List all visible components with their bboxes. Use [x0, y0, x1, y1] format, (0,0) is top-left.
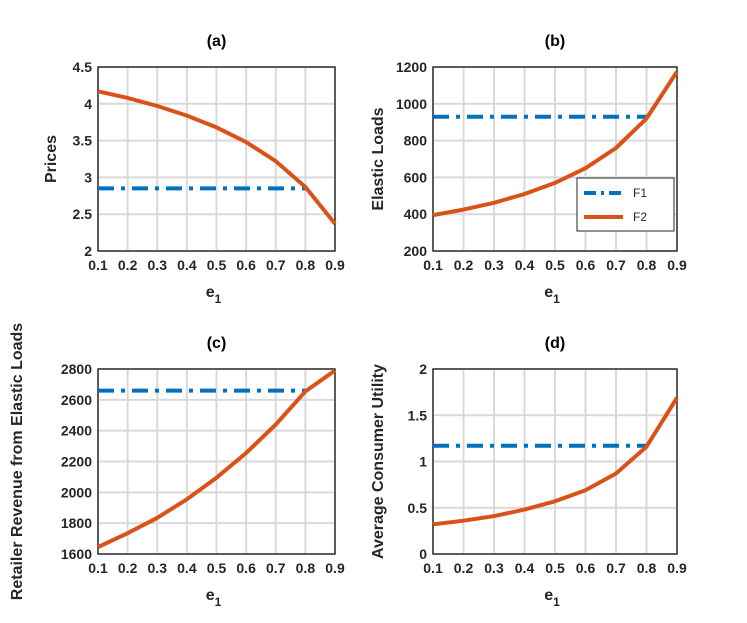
x-tick-label: 0.3 [484, 560, 504, 576]
x-tick-label: 0.1 [88, 560, 108, 576]
x-tick-label: 0.5 [207, 560, 227, 576]
x-tick-label: 0.8 [637, 257, 657, 273]
panel-title: (c) [207, 335, 227, 352]
y-axis-label: Retailer Revenue from Elastic Loads [9, 323, 26, 601]
plot-frame [432, 66, 678, 252]
y-tick-label: 1 [419, 454, 427, 470]
x-tick-label: 0.1 [423, 560, 443, 576]
y-tick-label: 800 [404, 133, 428, 149]
series-f2-line [432, 396, 679, 527]
y-tick-label: 2 [419, 361, 427, 377]
x-tick-label: 0.4 [515, 560, 535, 576]
plot-frame [97, 66, 336, 252]
y-axis-label: Average Consumer Utility [370, 364, 387, 559]
x-tick-label: 0.9 [667, 257, 687, 273]
panel-title: (b) [545, 33, 565, 50]
x-tick-label: 0.2 [454, 257, 474, 273]
x-axis-label: e1 [544, 284, 560, 306]
legend: F1 F2 [576, 177, 675, 232]
legend-label-f1: F1 [633, 186, 647, 200]
y-tick-label: 2000 [61, 484, 92, 500]
x-tick-label: 0.4 [515, 257, 535, 273]
y-axis-label: Prices [43, 135, 60, 183]
x-tick-label: 0.7 [606, 560, 626, 576]
y-tick-label: 200 [404, 243, 428, 259]
y-tick-label: 2600 [61, 392, 92, 408]
legend-label-f2: F2 [633, 210, 647, 224]
y-tick-label: 3 [84, 169, 92, 185]
y-tick-label: 1.5 [408, 407, 428, 423]
x-tick-label: 0.6 [236, 560, 256, 576]
y-tick-label: 4.5 [73, 59, 93, 75]
x-axis-label: e1 [544, 587, 560, 609]
y-tick-label: 0 [419, 546, 427, 562]
panel-c: (c) 0.1 0.2 0.3 0.4 0.5 0.6 0.7 0.8 0.9 1600 1800 20… [9, 323, 345, 609]
series-f2-line [432, 70, 679, 218]
panel-a: (a) 0.1 0.2 0.3 0.4 0.5 0.6 0.7 0.8 0.9 2 2.5 3 3.5 4 4… [43, 33, 345, 306]
x-axis-label: e1 [206, 587, 222, 609]
x-tick-label: 0.5 [545, 560, 565, 576]
x-tick-label: 0.8 [296, 560, 316, 576]
x-axis-label: e1 [206, 284, 222, 306]
x-tick-label: 0.3 [148, 257, 168, 273]
x-tick-label: 0.5 [207, 257, 227, 273]
x-tick-label: 0.2 [454, 560, 474, 576]
x-tick-label: 0.8 [637, 560, 657, 576]
x-tick-label: 0.3 [148, 560, 168, 576]
panel-title: (d) [545, 335, 565, 352]
y-tick-label: 2 [84, 243, 92, 259]
plot-frame [97, 368, 336, 555]
y-tick-label: 2400 [61, 423, 92, 439]
y-tick-label: 2.5 [73, 206, 93, 222]
y-axis-label: Elastic Loads [370, 107, 387, 210]
y-tick-label: 600 [404, 169, 428, 185]
x-tick-label: 0.1 [88, 257, 108, 273]
x-tick-label: 0.7 [606, 257, 626, 273]
x-tick-label: 0.4 [177, 560, 197, 576]
x-tick-label: 0.3 [484, 257, 504, 273]
x-tick-label: 0.6 [576, 560, 596, 576]
x-tick-label: 0.1 [423, 257, 443, 273]
x-tick-label: 0.6 [236, 257, 256, 273]
y-tick-label: 0.5 [408, 500, 428, 516]
x-tick-label: 0.9 [667, 560, 687, 576]
x-tick-label: 0.5 [545, 257, 565, 273]
y-tick-label: 3.5 [73, 133, 93, 149]
x-tick-label: 0.4 [177, 257, 197, 273]
y-tick-label: 4 [84, 96, 92, 112]
panel-title: (a) [207, 33, 227, 50]
panel-d: (d) 0.1 0.2 0.3 0.4 0.5 0.6 0.7 0.8 0.9 0 0.5 1 1.5 2 e… [370, 335, 687, 609]
y-tick-label: 1600 [61, 546, 92, 562]
x-tick-label: 0.7 [266, 257, 286, 273]
panel-b: (b) 0.1 0.2 0.3 0.4 0.5 0.6 0.7 0.8 0.9 200 400 600 8… [370, 33, 687, 306]
y-tick-label: 2800 [61, 361, 92, 377]
y-tick-label: 400 [404, 206, 428, 222]
y-tick-label: 1200 [396, 59, 427, 75]
x-tick-label: 0.9 [325, 257, 345, 273]
plot-frame [432, 368, 678, 555]
legend-box [576, 177, 675, 232]
series-f2-line [97, 89, 337, 226]
x-tick-label: 0.2 [118, 560, 138, 576]
x-tick-label: 0.2 [118, 257, 138, 273]
x-tick-label: 0.6 [576, 257, 596, 273]
x-tick-label: 0.7 [266, 560, 286, 576]
y-tick-label: 1800 [61, 515, 92, 531]
y-tick-label: 1000 [396, 96, 427, 112]
y-tick-label: 2200 [61, 454, 92, 470]
series-f2-line [97, 368, 337, 549]
x-tick-label: 0.9 [325, 560, 345, 576]
x-tick-label: 0.8 [296, 257, 316, 273]
